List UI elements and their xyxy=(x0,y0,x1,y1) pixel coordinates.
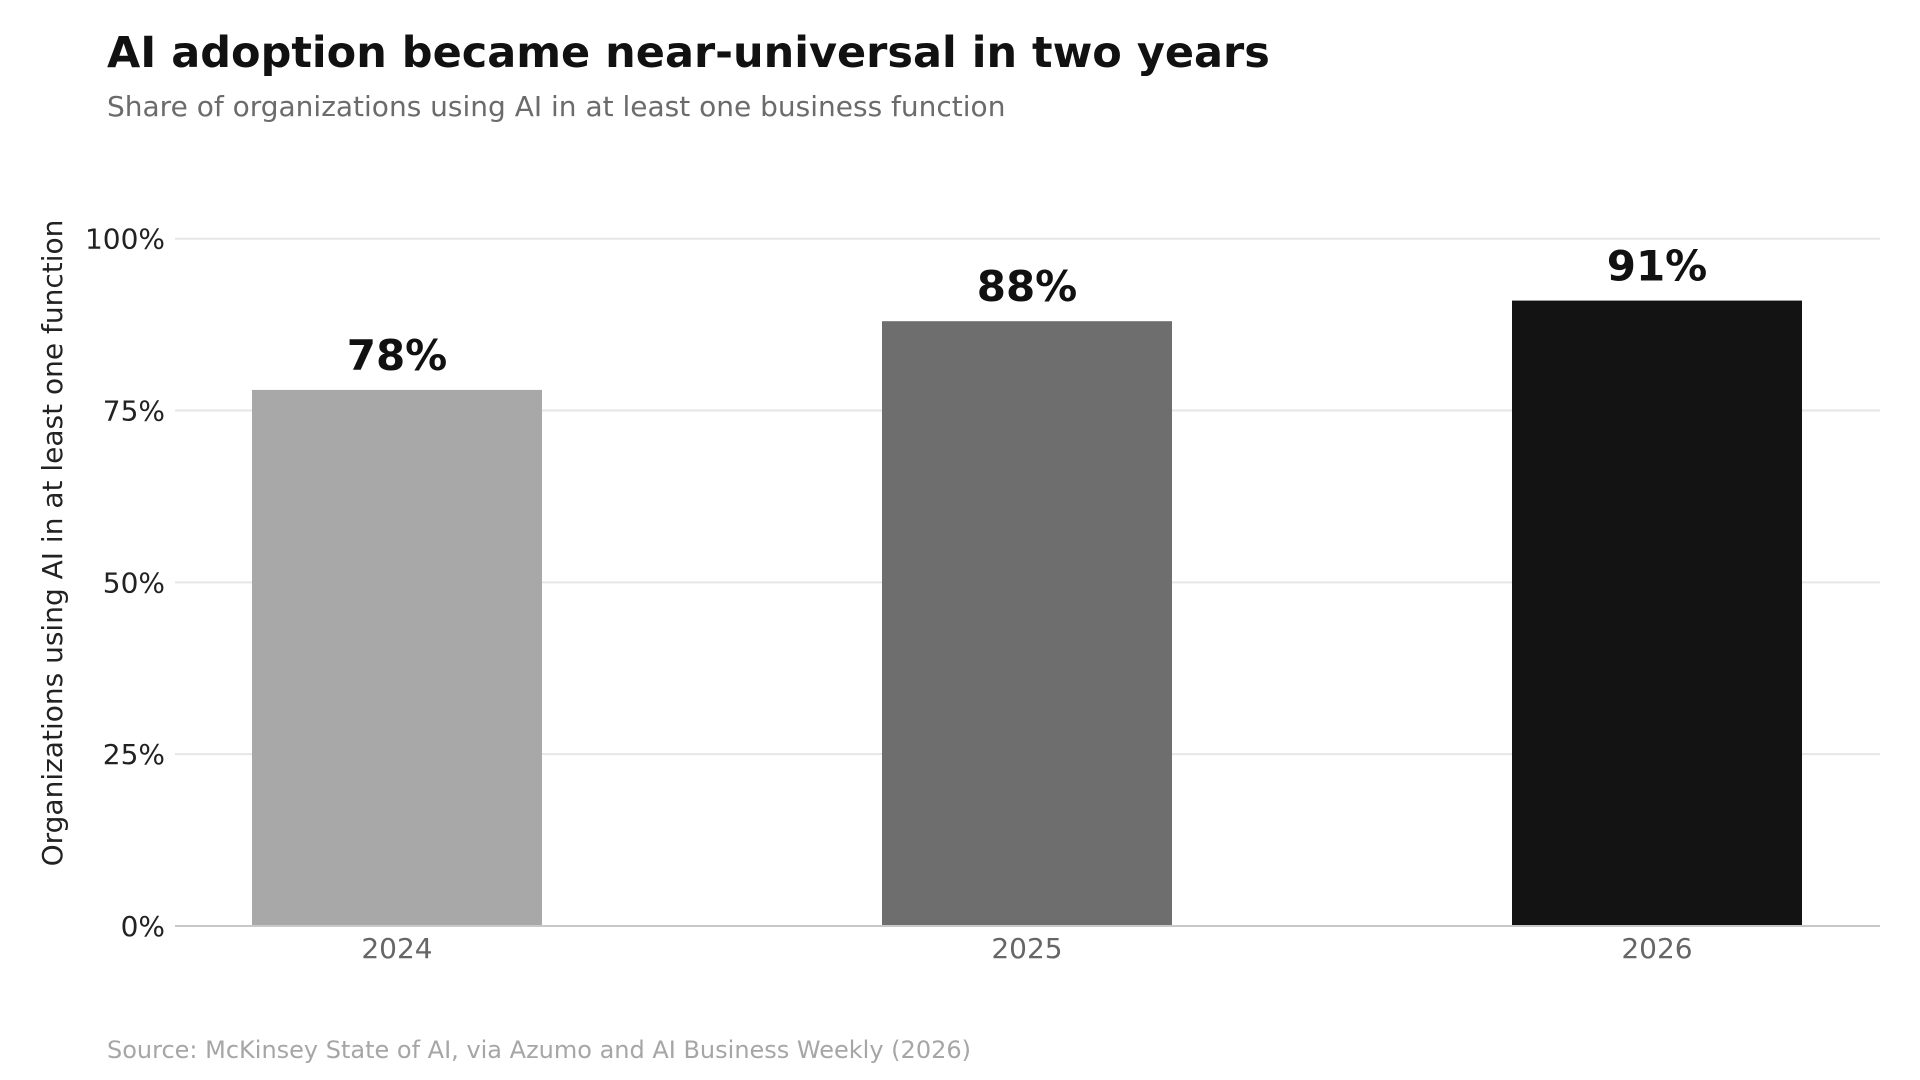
chart-source: Source: McKinsey State of AI, via Azumo … xyxy=(107,1036,971,1064)
x-tick-label-2026: 2026 xyxy=(1621,932,1692,965)
y-tick-label: 50% xyxy=(103,566,165,599)
y-tick-label: 0% xyxy=(121,910,165,943)
y-axis: 0% 25% 50% 75% 100% xyxy=(85,223,165,943)
y-axis-title: Organizations using AI in at least one f… xyxy=(36,220,69,867)
bar-2026 xyxy=(1512,300,1802,927)
y-tick-label: 25% xyxy=(103,738,165,771)
x-tick-label-2025: 2025 xyxy=(991,932,1062,965)
bar-2024 xyxy=(252,389,542,927)
x-tick-label-2024: 2024 xyxy=(361,932,432,965)
chart-title: AI adoption became near-universal in two… xyxy=(107,28,1270,78)
y-tick-label: 100% xyxy=(85,223,165,256)
x-axis: 2024 2025 2026 xyxy=(175,925,1880,965)
bar-2025 xyxy=(882,321,1172,926)
data-label-2024: 78% xyxy=(347,331,448,380)
chart-subtitle: Share of organizations using AI in at le… xyxy=(107,90,1006,123)
y-tick-label: 75% xyxy=(103,395,165,428)
data-label-2025: 88% xyxy=(977,262,1078,311)
data-label-2026: 91% xyxy=(1607,242,1708,291)
bars: 78% 88% 91% xyxy=(252,242,1802,927)
